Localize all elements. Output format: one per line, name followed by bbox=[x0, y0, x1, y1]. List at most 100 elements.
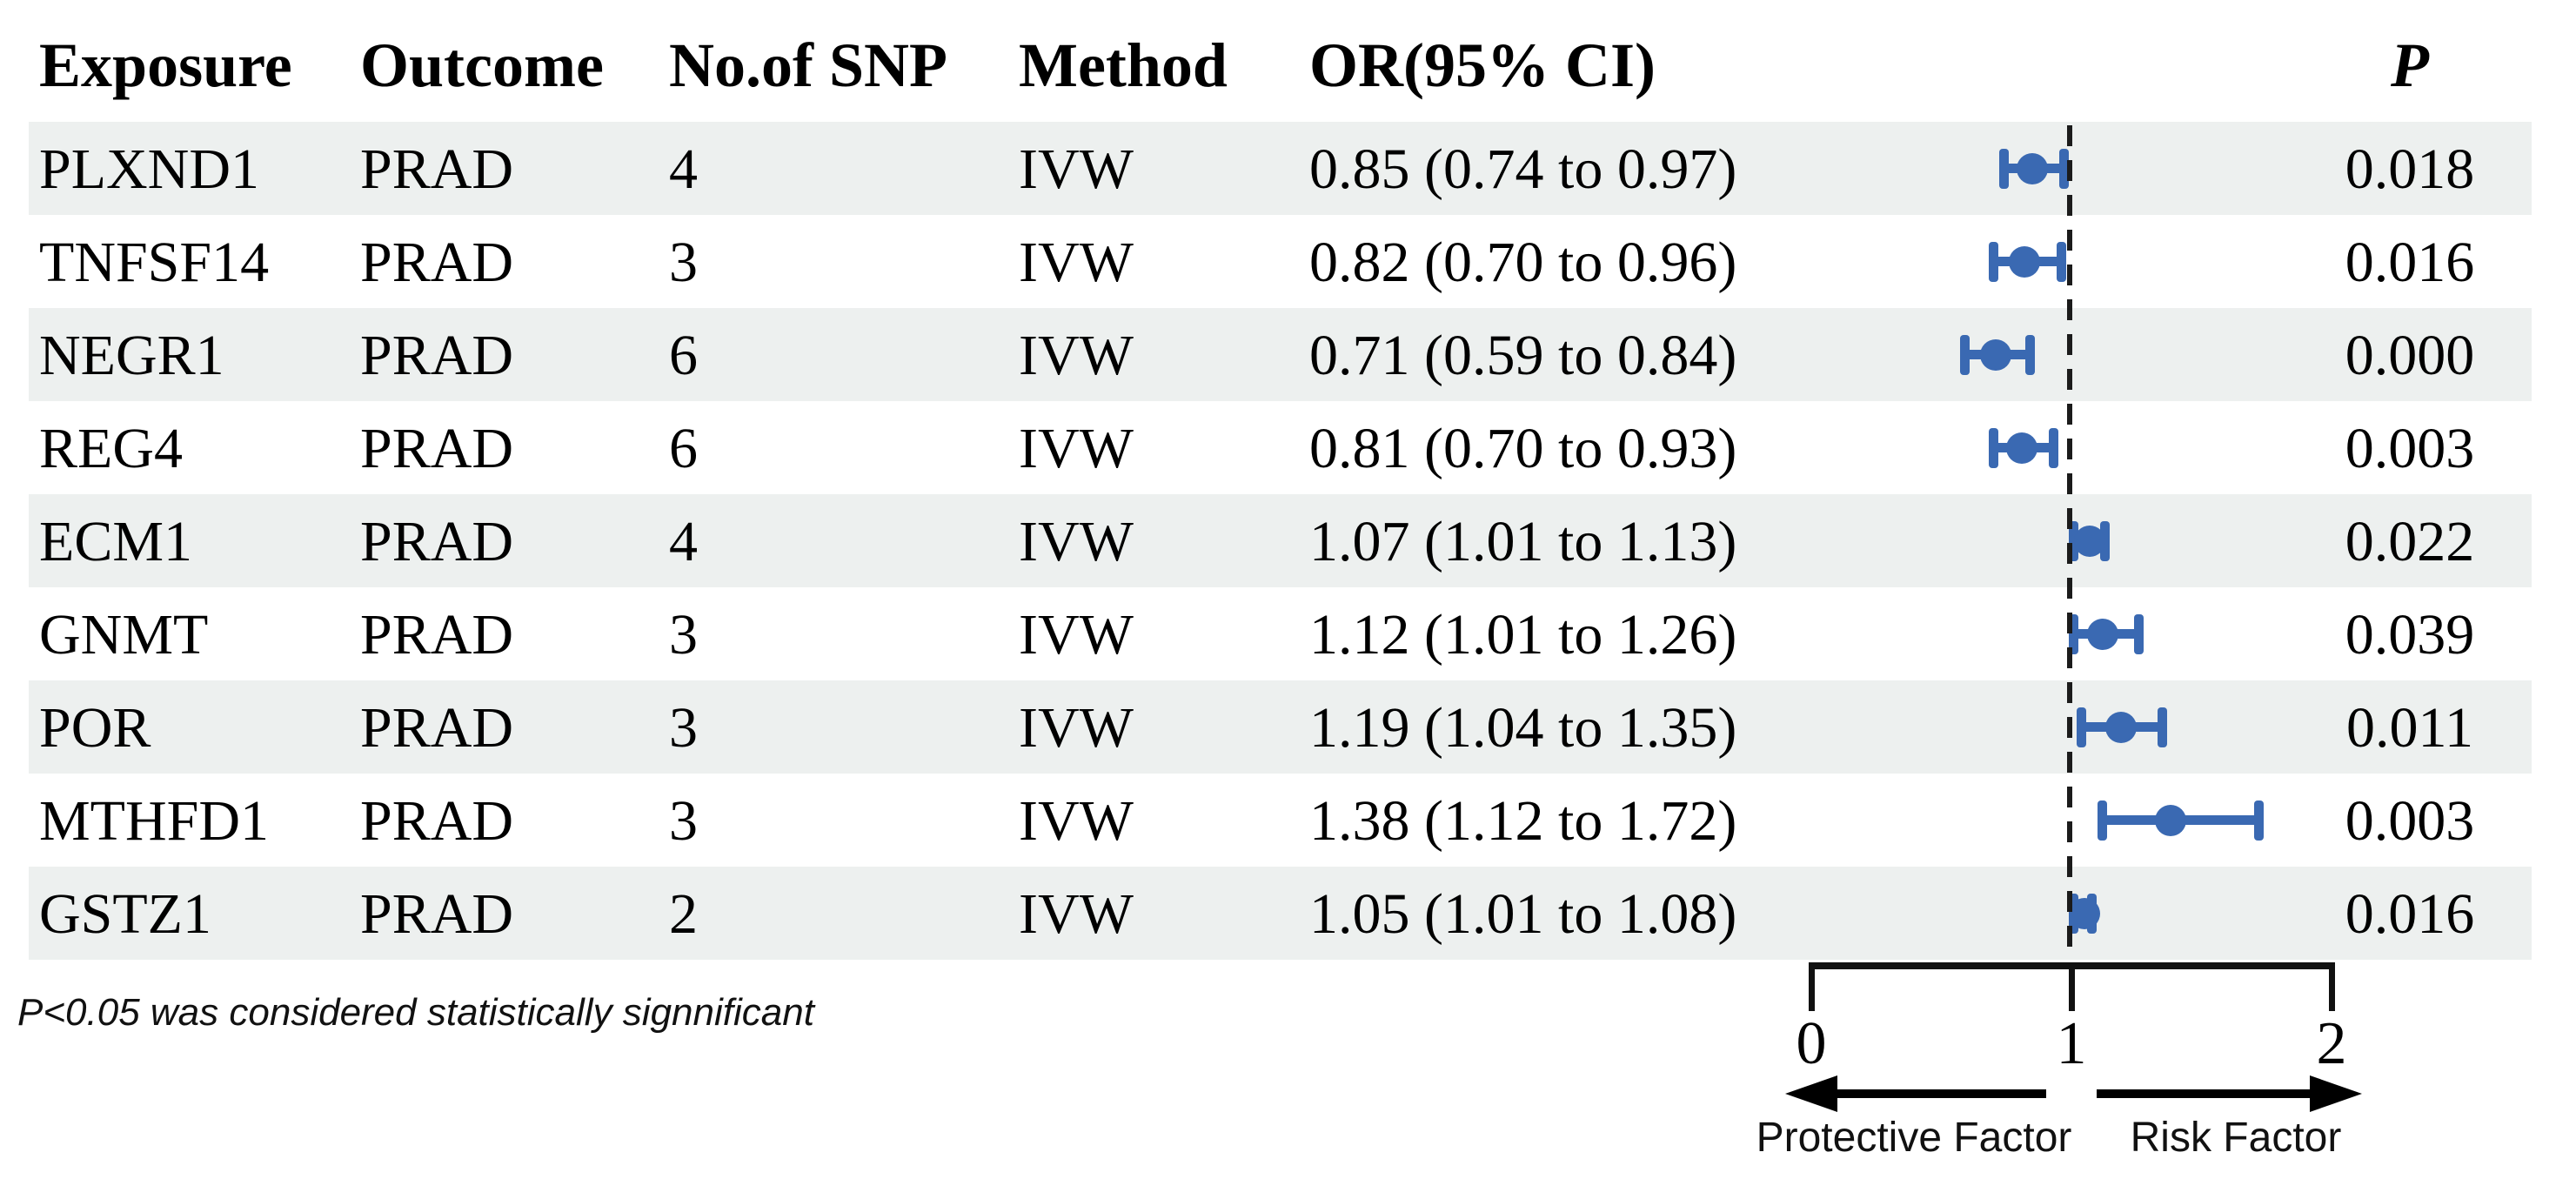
cell-method: IVW bbox=[1019, 510, 1134, 573]
cell-exposure: REG4 bbox=[39, 417, 183, 480]
ci-cap-low bbox=[1959, 334, 1970, 375]
cell-exposure: TNFSF14 bbox=[39, 231, 270, 294]
reference-line-or-1 bbox=[2067, 125, 2072, 960]
cell-snp: 6 bbox=[669, 324, 698, 387]
or-point bbox=[2073, 525, 2105, 557]
ci-cap-high bbox=[2058, 148, 2069, 189]
cell-exposure: ECM1 bbox=[39, 510, 193, 573]
cell-snp: 3 bbox=[669, 603, 698, 667]
cell-method: IVW bbox=[1019, 603, 1134, 667]
x-axis-label-1: 1 bbox=[2056, 1010, 2087, 1077]
cell-or-ci: 1.12 (1.01 to 1.26) bbox=[1309, 603, 1737, 667]
cell-exposure: GNMT bbox=[39, 603, 209, 667]
ci-cap-low bbox=[2069, 613, 2079, 654]
table-row bbox=[29, 308, 2532, 401]
cell-p-value: 0.003 bbox=[2345, 789, 2475, 853]
cell-exposure: MTHFD1 bbox=[39, 789, 270, 853]
header-method: Method bbox=[1019, 30, 1228, 100]
ci-cap-high bbox=[2253, 800, 2264, 841]
cell-or-ci: 0.71 (0.59 to 0.84) bbox=[1309, 324, 1737, 387]
ci-cap-high bbox=[2158, 707, 2168, 747]
cell-or-ci: 0.82 (0.70 to 0.96) bbox=[1309, 231, 1737, 294]
protective-factor-label: Protective Factor bbox=[1756, 1115, 2072, 1161]
cell-or-ci: 1.38 (1.12 to 1.72) bbox=[1309, 789, 1737, 853]
cell-p-value: 0.022 bbox=[2345, 510, 2475, 573]
cell-p-value: 0.011 bbox=[2345, 696, 2474, 760]
cell-outcome: PRAD bbox=[360, 882, 514, 946]
cell-method: IVW bbox=[1019, 324, 1134, 387]
cell-p-value: 0.016 bbox=[2345, 882, 2475, 946]
cell-method: IVW bbox=[1019, 231, 1134, 294]
cell-or-ci: 0.85 (0.74 to 0.97) bbox=[1309, 137, 1737, 201]
risk-arrow-head-icon bbox=[2310, 1075, 2362, 1112]
header-exposure: Exposure bbox=[39, 30, 292, 100]
or-point bbox=[2006, 432, 2038, 464]
protective-arrow-head-icon bbox=[1785, 1075, 1837, 1112]
header-or-ci: OR(95% CI) bbox=[1309, 30, 1656, 100]
x-axis-label-0: 0 bbox=[1796, 1010, 1827, 1077]
x-axis-tick-0 bbox=[1809, 962, 1815, 1011]
x-axis-label-2: 2 bbox=[2316, 1010, 2347, 1077]
cell-exposure: POR bbox=[39, 696, 151, 760]
cell-p-value: 0.000 bbox=[2345, 324, 2475, 387]
table-row bbox=[29, 122, 2532, 215]
or-point bbox=[2009, 245, 2041, 278]
header-snp: No.of SNP bbox=[669, 30, 947, 100]
cell-snp: 4 bbox=[669, 137, 698, 201]
cell-exposure: GSTZ1 bbox=[39, 882, 211, 946]
cell-p-value: 0.016 bbox=[2345, 231, 2475, 294]
cell-method: IVW bbox=[1019, 417, 1134, 480]
x-axis-tick-1 bbox=[2069, 962, 2075, 1011]
cell-outcome: PRAD bbox=[360, 510, 514, 573]
cell-outcome: PRAD bbox=[360, 417, 514, 480]
ci-cap-high bbox=[2048, 427, 2058, 468]
cell-method: IVW bbox=[1019, 696, 1134, 760]
ci-cap-high bbox=[2024, 334, 2035, 375]
cell-snp: 3 bbox=[669, 789, 698, 853]
cell-exposure: PLXND1 bbox=[39, 137, 260, 201]
cell-snp: 3 bbox=[669, 231, 698, 294]
significance-footnote: P<0.05 was considered statistically sign… bbox=[17, 991, 814, 1034]
ci-cap-low bbox=[1988, 241, 1998, 282]
cell-method: IVW bbox=[1019, 789, 1134, 853]
table-row bbox=[29, 867, 2532, 960]
cell-snp: 4 bbox=[669, 510, 698, 573]
cell-outcome: PRAD bbox=[360, 324, 514, 387]
cell-p-value: 0.039 bbox=[2345, 603, 2475, 667]
cell-exposure: NEGR1 bbox=[39, 324, 224, 387]
cell-method: IVW bbox=[1019, 137, 1134, 201]
cell-snp: 6 bbox=[669, 417, 698, 480]
protective-arrow-shaft bbox=[1831, 1089, 2046, 1098]
cell-snp: 2 bbox=[669, 882, 698, 946]
ci-cap-high bbox=[2134, 613, 2144, 654]
table-row bbox=[29, 494, 2532, 587]
cell-snp: 3 bbox=[669, 696, 698, 760]
cell-p-value: 0.018 bbox=[2345, 137, 2475, 201]
ci-cap-low bbox=[1988, 427, 1998, 468]
cell-method: IVW bbox=[1019, 882, 1134, 946]
cell-or-ci: 1.07 (1.01 to 1.13) bbox=[1309, 510, 1737, 573]
cell-outcome: PRAD bbox=[360, 696, 514, 760]
ci-cap-low bbox=[2098, 800, 2108, 841]
cell-or-ci: 1.05 (1.01 to 1.08) bbox=[1309, 882, 1737, 946]
header-p: P bbox=[2391, 30, 2429, 100]
cell-p-value: 0.003 bbox=[2345, 417, 2475, 480]
cell-or-ci: 0.81 (0.70 to 0.93) bbox=[1309, 417, 1737, 480]
cell-or-ci: 1.19 (1.04 to 1.35) bbox=[1309, 696, 1737, 760]
or-point bbox=[2068, 897, 2100, 929]
cell-outcome: PRAD bbox=[360, 137, 514, 201]
or-point bbox=[2017, 152, 2049, 184]
risk-arrow-shaft bbox=[2097, 1089, 2312, 1098]
ci-cap-low bbox=[1998, 148, 2009, 189]
or-point bbox=[2086, 618, 2118, 650]
cell-outcome: PRAD bbox=[360, 231, 514, 294]
x-axis-tick-2 bbox=[2329, 962, 2335, 1011]
cell-outcome: PRAD bbox=[360, 603, 514, 667]
cell-outcome: PRAD bbox=[360, 789, 514, 853]
risk-factor-label: Risk Factor bbox=[2130, 1115, 2342, 1161]
or-point bbox=[2154, 804, 2186, 836]
or-point bbox=[2104, 711, 2137, 743]
header-outcome: Outcome bbox=[360, 30, 604, 100]
or-point bbox=[1980, 338, 2012, 371]
